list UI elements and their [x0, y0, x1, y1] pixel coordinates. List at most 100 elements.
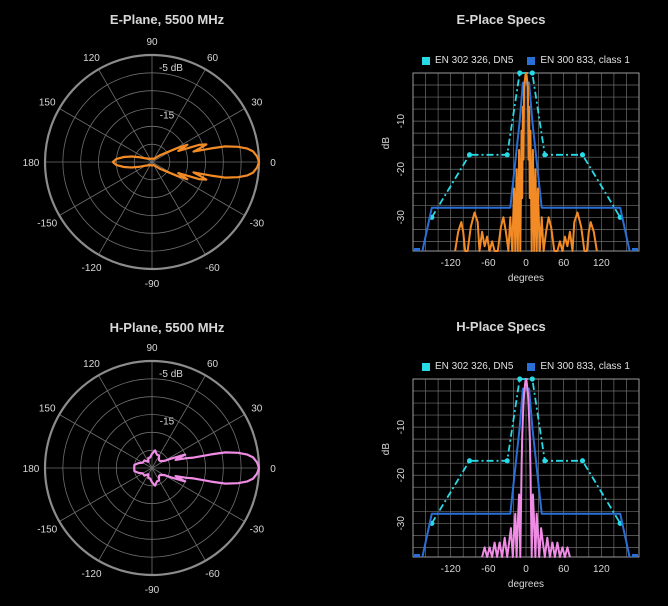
polar-grid-spoke	[151, 467, 206, 561]
polar-grid-spoke	[151, 375, 206, 469]
angle-tick-label: -150	[37, 525, 57, 536]
spec-marker	[542, 152, 548, 158]
legend-label: EN 302 326, DN5	[435, 55, 514, 66]
angle-tick-label: 0	[270, 464, 276, 475]
spec-marker	[504, 458, 510, 464]
h-place-specs-chart: -120 -60 0 60 120 -10 -20 -30 degrees dB	[381, 376, 640, 590]
angle-tick-label: 150	[39, 98, 56, 109]
e-plane-polar-chart: 90 60 30 0 -30 -60 -90 -120 -150 180 150 120 -5 dB -1…	[23, 37, 277, 290]
angle-tick-label: -60	[205, 263, 220, 274]
angle-tick-label: -120	[81, 569, 101, 580]
x-axis-label: degrees	[508, 579, 544, 590]
angle-tick-label: 180	[23, 158, 40, 169]
spec-line-en300	[421, 81, 631, 252]
spec-marker	[529, 376, 535, 382]
polar-grid-spoke	[59, 414, 153, 469]
spec-line-en300	[421, 387, 631, 558]
h-place-specs-panel: H-Place Specs EN 302 326, DN5 EN 300 833…	[334, 306, 668, 606]
radial-tick-label: -5 dB	[159, 63, 183, 74]
spec-marker	[504, 152, 510, 158]
angle-tick-label: 60	[207, 53, 219, 64]
x-tick-label: 0	[523, 258, 529, 269]
angle-tick-label: 90	[146, 343, 158, 354]
spec-marker	[517, 376, 523, 382]
angle-tick-label: 90	[146, 37, 158, 48]
h-plane-polar-panel: H-Plane, 5500 MHz 90 60 30 0 -30 -60 -90 -120 -1…	[0, 306, 334, 606]
chart-title: E-Plane, 5500 MHz	[109, 12, 225, 27]
x-tick-label: -120	[441, 258, 461, 269]
radial-tick-label: -15	[160, 111, 175, 122]
x-tick-label: 120	[593, 564, 610, 575]
e-place-specs-panel: E-Place Specs EN 302 326, DN5 EN 300 833…	[334, 0, 668, 300]
angle-tick-label: -60	[205, 569, 220, 580]
x-tick-label: -60	[481, 258, 496, 269]
y-tick-label: -10	[396, 113, 407, 128]
chart-title: H-Plane, 5500 MHz	[109, 320, 225, 335]
legend-label: EN 300 833, class 1	[540, 361, 630, 372]
angle-tick-label: -90	[145, 279, 160, 290]
y-tick-label: -20	[396, 468, 407, 483]
radial-tick-label: -15	[160, 417, 175, 428]
angle-tick-label: -150	[37, 219, 57, 230]
x-tick-label: 60	[558, 258, 570, 269]
angle-tick-label: 30	[251, 98, 263, 109]
corner-marker	[632, 554, 638, 557]
e-plane-polar-panel: E-Plane, 5500 MHz 90 60 30 0 -30 -60 -90 -120 -1…	[0, 0, 334, 300]
measured-pattern-line	[481, 378, 571, 558]
angle-tick-label: 60	[207, 359, 219, 370]
polar-pattern-line	[133, 449, 261, 487]
angle-tick-label: -30	[250, 219, 265, 230]
polar-grid-spoke	[98, 375, 153, 469]
legend-swatch	[527, 56, 536, 65]
polar-grid-spoke	[98, 161, 153, 255]
chart-title: H-Place Specs	[456, 319, 546, 334]
x-tick-label: 0	[523, 564, 529, 575]
y-tick-label: -30	[396, 516, 407, 531]
polar-grid-spoke	[98, 69, 153, 163]
legend: EN 302 326, DN5 EN 300 833, class 1	[422, 361, 630, 372]
polar-grid-spoke	[59, 161, 153, 216]
e-place-specs-chart: -120 -60 0 60 120 -10 -20 -30 degrees dB	[381, 70, 640, 284]
angle-tick-label: 120	[83, 359, 100, 370]
x-tick-label: -60	[481, 564, 496, 575]
measured-pattern-line	[454, 72, 598, 252]
y-tick-label: -20	[396, 162, 407, 177]
corner-marker	[414, 248, 420, 251]
y-axis-label: dB	[381, 443, 392, 456]
polar-grid-spoke	[151, 161, 245, 216]
radial-tick-label: -5 dB	[159, 369, 183, 380]
polar-grid-spoke	[151, 161, 206, 255]
legend-item: EN 302 326, DN5	[422, 361, 513, 372]
chart-title: E-Place Specs	[456, 12, 546, 27]
spec-marker	[579, 458, 586, 464]
legend-label: EN 302 326, DN5	[435, 361, 514, 372]
spec-marker	[579, 152, 586, 158]
spec-marker	[466, 458, 473, 464]
legend-label: EN 300 833, class 1	[540, 55, 630, 66]
y-axis-label: dB	[381, 137, 392, 150]
spec-marker	[466, 152, 473, 158]
polar-grid-spoke	[59, 108, 153, 163]
polar-grid-spoke	[98, 467, 153, 561]
corner-marker	[414, 554, 420, 557]
legend-swatch	[527, 362, 536, 371]
h-plane-polar-chart: 90 60 30 0 -30 -60 -90 -120 -150 180 150 120 -5 dB -1…	[23, 343, 277, 596]
polar-grid-spoke	[59, 467, 153, 522]
spec-marker	[542, 458, 548, 464]
legend-swatch	[422, 56, 430, 65]
angle-tick-label: -120	[81, 263, 101, 274]
legend-swatch	[422, 362, 430, 371]
x-axis-label: degrees	[508, 273, 544, 284]
y-tick-label: -30	[396, 210, 407, 225]
angle-tick-label: 150	[39, 404, 56, 415]
spec-marker	[529, 70, 535, 76]
x-tick-label: -120	[441, 564, 461, 575]
legend-item: EN 302 326, DN5	[422, 55, 513, 66]
angle-tick-label: 0	[270, 158, 276, 169]
legend-item: EN 300 833, class 1	[527, 55, 630, 66]
angle-tick-label: -30	[250, 525, 265, 536]
angle-tick-label: 30	[251, 404, 263, 415]
legend: EN 302 326, DN5 EN 300 833, class 1	[422, 55, 630, 66]
x-tick-label: 60	[558, 564, 570, 575]
angle-tick-label: 180	[23, 464, 40, 475]
